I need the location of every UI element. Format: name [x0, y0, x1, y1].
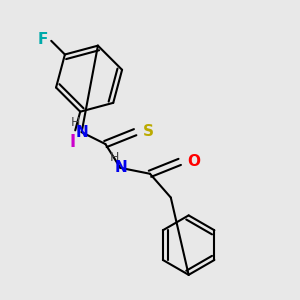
Text: F: F: [38, 32, 48, 47]
Text: N: N: [76, 125, 88, 140]
Text: N: N: [115, 160, 127, 175]
Text: H: H: [110, 151, 119, 164]
Text: O: O: [187, 154, 200, 169]
Text: H: H: [71, 116, 80, 129]
Text: S: S: [142, 124, 154, 139]
Text: I: I: [69, 133, 75, 151]
